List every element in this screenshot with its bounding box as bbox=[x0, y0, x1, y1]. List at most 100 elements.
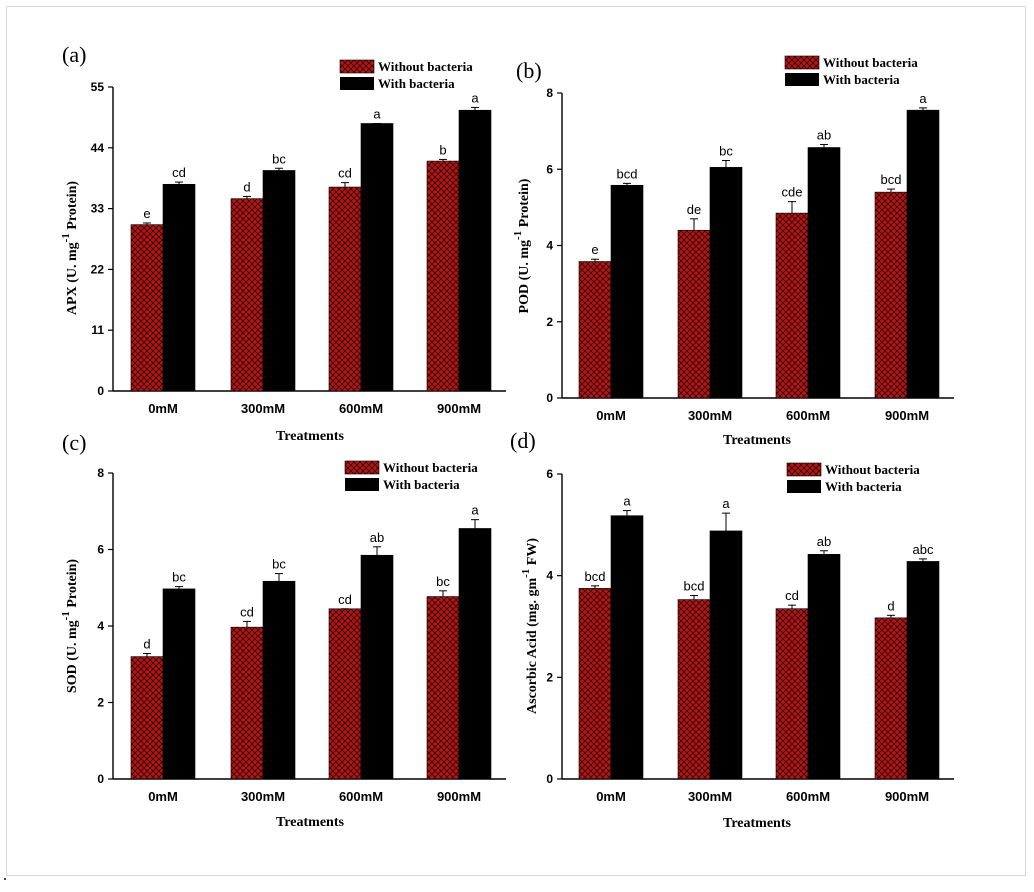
y-title-main: Ascorbic Acid (mg. gm bbox=[525, 578, 540, 714]
significance-letter: d bbox=[143, 637, 150, 652]
significance-letter: cde bbox=[782, 185, 803, 200]
y-axis-title: SOD (U. mg-1 Protein) bbox=[60, 559, 80, 693]
legend-label-with: With bacteria bbox=[378, 76, 455, 91]
significance-letter: bcd bbox=[585, 569, 606, 584]
bar-without-bacteria bbox=[677, 229, 711, 399]
bar-without-bacteria bbox=[130, 656, 164, 780]
x-tick-label: 900mM bbox=[885, 789, 929, 804]
bar-with-bacteria bbox=[610, 184, 644, 399]
y-tick-label: 8 bbox=[97, 466, 104, 480]
svg-text:SOD (U. mg-1 Protein): SOD (U. mg-1 Protein) bbox=[60, 559, 80, 693]
legend-swatch-with bbox=[785, 73, 819, 86]
significance-letter: ab bbox=[370, 530, 384, 545]
significance-letter: a bbox=[722, 496, 730, 511]
significance-letter: cd bbox=[338, 166, 352, 181]
bar-without-bacteria bbox=[230, 626, 264, 780]
significance-letter: cd bbox=[240, 604, 254, 619]
x-axis-title: Treatments bbox=[723, 433, 791, 448]
significance-letter: bc bbox=[272, 557, 286, 572]
svg-text:Ascorbic Acid (mg. gm-1 FW): Ascorbic Acid (mg. gm-1 FW) bbox=[520, 538, 540, 714]
significance-letter: bcd bbox=[881, 172, 902, 187]
y-tick-label: 0 bbox=[97, 772, 104, 786]
legend-label-without: Without bacteria bbox=[823, 55, 918, 70]
bar-with-bacteria bbox=[458, 528, 492, 780]
x-tick-label: 0mM bbox=[148, 401, 178, 416]
bar-without-bacteria bbox=[426, 596, 460, 780]
svg-text:POD (U. mg-1 Protein): POD (U. mg-1 Protein) bbox=[512, 178, 532, 313]
bar-with-bacteria bbox=[709, 167, 743, 399]
significance-letter: d bbox=[887, 598, 894, 613]
y-title-tail: Protein) bbox=[65, 559, 80, 612]
y-tick-label: 0 bbox=[546, 772, 553, 786]
legend-label-with: With bacteria bbox=[825, 479, 902, 494]
x-tick-label: 600mM bbox=[786, 408, 830, 423]
legend-label-without: Without bacteria bbox=[378, 59, 473, 74]
plot-area: 0 2 4 6 8 0mM e bcd 300mM de bc 600mM cde ab 900mM bcd a bbox=[546, 86, 954, 423]
bar-with-bacteria bbox=[262, 170, 296, 392]
bar-with-bacteria bbox=[360, 554, 394, 780]
significance-letter: a bbox=[471, 503, 479, 518]
bar-without-bacteria bbox=[775, 212, 809, 399]
significance-letter: cd bbox=[338, 592, 352, 607]
y-tick-label: 6 bbox=[546, 162, 553, 176]
x-tick-label: 900mM bbox=[885, 408, 929, 423]
bar-with-bacteria bbox=[162, 183, 196, 392]
panel-label: (a) bbox=[62, 42, 86, 67]
x-tick-label: 300mM bbox=[688, 789, 732, 804]
y-tick-label: 2 bbox=[97, 696, 104, 710]
plot-area: 0 2 4 6 8 0mM d bc 300mM cd bc 600mM cd ab 900mM bc a bbox=[97, 466, 506, 804]
y-tick-label: 4 bbox=[97, 619, 104, 633]
bar-without-bacteria bbox=[874, 191, 908, 399]
bar-without-bacteria bbox=[578, 588, 612, 780]
bar-with-bacteria bbox=[906, 561, 940, 780]
legend-label-without: Without bacteria bbox=[383, 460, 478, 475]
legend-label-with: With bacteria bbox=[383, 477, 460, 492]
significance-letter: bcd bbox=[617, 166, 638, 181]
significance-letter: cd bbox=[785, 588, 799, 603]
legend: Without bacteria With bacteria bbox=[339, 59, 473, 91]
plot-area: 0 11 22 33 44 55 0mM e cd 300mM d bc 600mM cd a 900mM b a bbox=[91, 80, 506, 416]
bar-without-bacteria bbox=[328, 186, 362, 392]
y-tick-label: 55 bbox=[91, 80, 105, 94]
bar-without-bacteria bbox=[328, 608, 362, 780]
x-axis-title: Treatments bbox=[276, 429, 344, 444]
panel-label: (b) bbox=[516, 58, 542, 83]
y-tick-label: 33 bbox=[91, 202, 105, 216]
significance-letter: bc bbox=[172, 570, 186, 585]
y-tick-label: 0 bbox=[97, 384, 104, 398]
x-tick-label: 0mM bbox=[148, 789, 178, 804]
y-tick-label: 11 bbox=[91, 323, 104, 337]
bar-with-bacteria bbox=[610, 515, 644, 780]
bar-with-bacteria bbox=[807, 554, 841, 780]
legend-swatch-without bbox=[784, 55, 820, 70]
bar-with-bacteria bbox=[807, 147, 841, 399]
legend-swatch-without bbox=[786, 462, 822, 477]
significance-letter: bc bbox=[272, 151, 286, 166]
x-tick-label: 900mM bbox=[437, 789, 481, 804]
x-tick-label: 600mM bbox=[339, 789, 383, 804]
y-tick-label: 4 bbox=[546, 569, 553, 583]
significance-letter: de bbox=[687, 202, 701, 217]
significance-letter: ab bbox=[817, 534, 831, 549]
y-title-main: SOD (U. mg bbox=[65, 620, 80, 693]
x-axis-title: Treatments bbox=[723, 816, 791, 831]
bar-without-bacteria bbox=[130, 224, 164, 392]
y-title-sup: -1 bbox=[60, 611, 72, 620]
y-axis-title: POD (U. mg-1 Protein) bbox=[512, 178, 532, 313]
significance-letter: cd bbox=[172, 165, 186, 180]
panel-label: (c) bbox=[62, 430, 86, 455]
significance-letter: a bbox=[623, 494, 631, 509]
y-title-sup: -1 bbox=[60, 233, 72, 242]
significance-letter: a bbox=[471, 90, 479, 105]
legend-label-with: With bacteria bbox=[823, 72, 900, 87]
x-axis-title: Treatments bbox=[276, 815, 344, 830]
bar-without-bacteria bbox=[874, 617, 908, 780]
bar-with-bacteria bbox=[360, 123, 394, 392]
y-tick-label: 44 bbox=[91, 141, 105, 155]
y-axis-title: Ascorbic Acid (mg. gm-1 FW) bbox=[520, 538, 540, 714]
y-tick-label: 4 bbox=[546, 239, 553, 253]
bar-without-bacteria bbox=[426, 160, 460, 392]
bar-with-bacteria bbox=[458, 109, 492, 392]
bar-with-bacteria bbox=[709, 530, 743, 780]
